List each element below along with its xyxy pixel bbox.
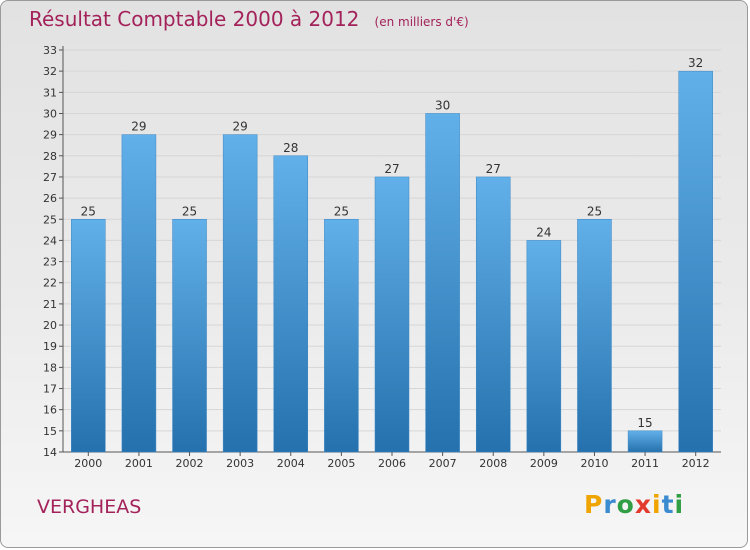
bar-value-label: 25 — [81, 204, 96, 218]
y-tick-label: 23 — [43, 256, 57, 269]
x-tick-label: 2005 — [327, 457, 355, 470]
y-tick-label: 26 — [43, 192, 57, 205]
y-tick-label: 28 — [43, 150, 57, 163]
bar-value-label: 32 — [688, 56, 703, 70]
bar — [172, 219, 207, 453]
bar-value-label: 30 — [435, 98, 450, 112]
logo-letter: i — [652, 490, 662, 519]
y-tick-label: 30 — [43, 107, 57, 120]
bar-value-label: 25 — [182, 204, 197, 218]
logo-letter: t — [661, 490, 675, 519]
x-tick-label: 2007 — [429, 457, 457, 470]
y-tick-label: 29 — [43, 129, 57, 142]
x-tick-label: 2008 — [479, 457, 507, 470]
x-tick-label: 2001 — [125, 457, 153, 470]
y-tick-label: 16 — [43, 404, 57, 417]
logo-letter: P — [584, 490, 604, 519]
bar — [577, 219, 612, 453]
logo-letter: o — [616, 490, 635, 519]
x-tick-label: 2006 — [378, 457, 406, 470]
bar-value-label: 24 — [536, 225, 551, 239]
logo-letter: i — [674, 490, 685, 519]
y-tick-label: 33 — [43, 44, 57, 57]
x-tick-label: 2011 — [631, 457, 659, 470]
chart-unit: (en milliers d'€) — [374, 15, 469, 29]
bar-value-label: 29 — [131, 120, 146, 134]
bar — [374, 176, 410, 453]
bar — [627, 430, 663, 453]
y-tick-label: 18 — [43, 361, 57, 374]
y-tick-label: 22 — [43, 277, 57, 290]
bar-value-label: 25 — [334, 204, 349, 218]
x-tick-label: 2000 — [74, 457, 102, 470]
y-tick-label: 19 — [43, 340, 57, 353]
y-tick-label: 25 — [43, 213, 57, 226]
bar-value-label: 27 — [384, 162, 399, 176]
bar — [475, 176, 511, 453]
y-tick-label: 27 — [43, 171, 57, 184]
proxiti-logo: Proxiti — [584, 490, 684, 519]
bar-value-label: 25 — [587, 204, 602, 218]
y-tick-label: 15 — [43, 425, 57, 438]
bar-value-label: 28 — [283, 141, 298, 155]
y-tick-label: 31 — [43, 86, 57, 99]
logo-letter: x — [634, 490, 652, 519]
bar — [273, 155, 309, 453]
x-tick-label: 2002 — [176, 457, 204, 470]
chart-title-text: Résultat Comptable 2000 à 2012 — [29, 7, 360, 31]
bar — [121, 134, 157, 453]
y-tick-label: 20 — [43, 319, 57, 332]
bar — [526, 240, 562, 453]
y-tick-label: 14 — [43, 446, 57, 459]
bar — [425, 113, 460, 453]
bar — [71, 219, 106, 453]
bar — [324, 219, 359, 453]
x-tick-label: 2010 — [580, 457, 608, 470]
x-tick-label: 2012 — [682, 457, 710, 470]
x-tick-label: 2003 — [226, 457, 254, 470]
y-tick-label: 17 — [43, 383, 57, 396]
y-tick-label: 32 — [43, 65, 57, 78]
x-tick-label: 2004 — [277, 457, 305, 470]
y-tick-label: 24 — [43, 234, 57, 247]
bar-value-label: 29 — [233, 120, 248, 134]
commune-name: VERGHEAS — [37, 496, 142, 518]
bar-value-label: 27 — [486, 162, 501, 176]
bar — [222, 134, 258, 453]
bar-value-label: 15 — [637, 416, 652, 430]
y-tick-label: 21 — [43, 298, 57, 311]
x-tick-label: 2009 — [530, 457, 558, 470]
logo-letter: r — [603, 490, 617, 519]
chart-title: Résultat Comptable 2000 à 2012 (en milli… — [29, 7, 469, 31]
bar — [678, 70, 713, 453]
